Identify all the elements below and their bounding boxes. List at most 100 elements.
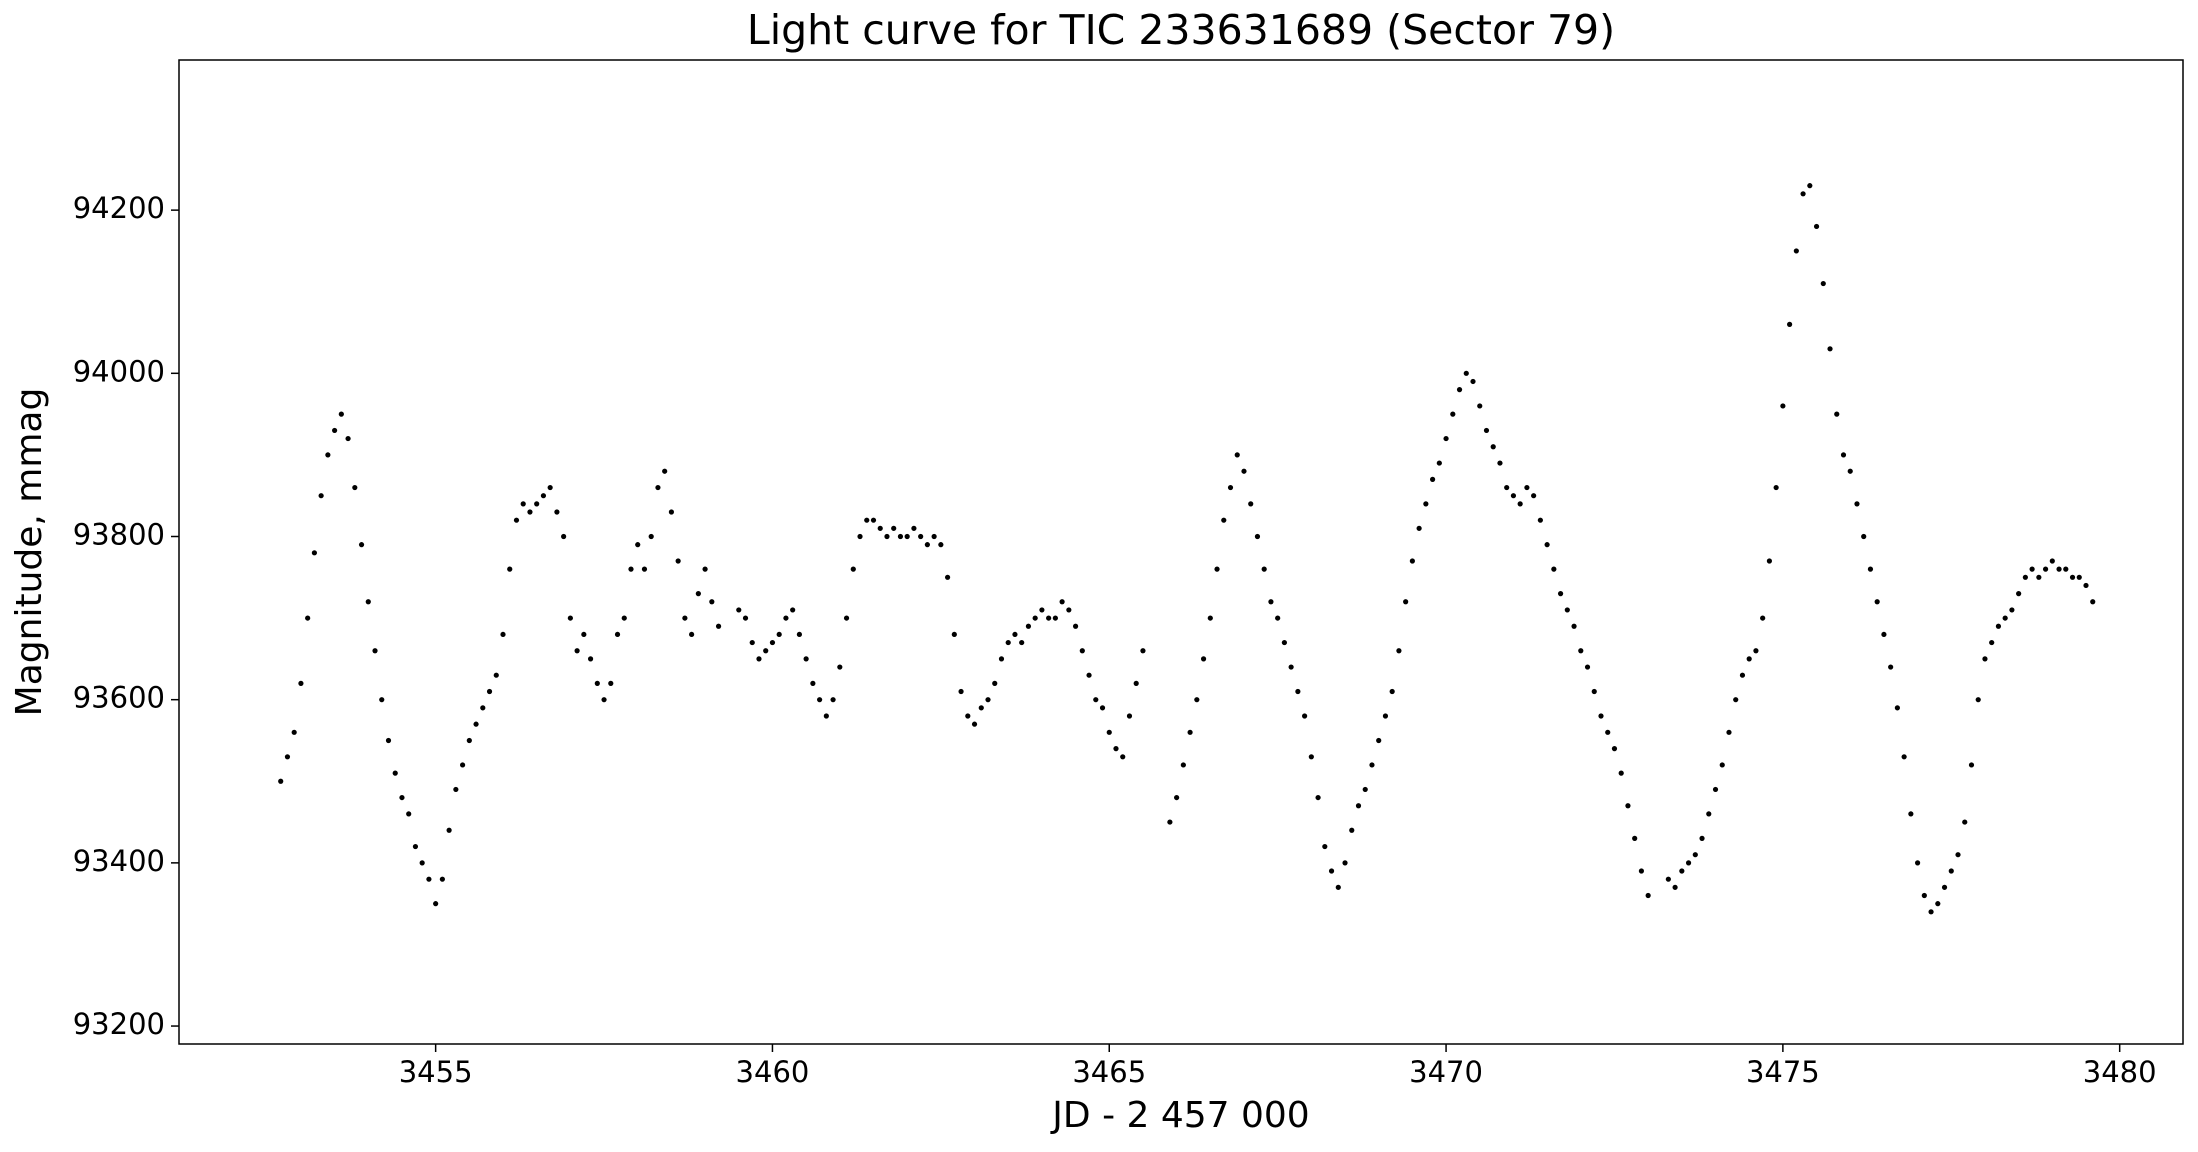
y-axis-label: Magnitude, mmag bbox=[9, 388, 50, 717]
data-point bbox=[453, 786, 459, 793]
data-point bbox=[2029, 566, 2035, 572]
data-point bbox=[426, 876, 432, 882]
data-point bbox=[830, 697, 836, 703]
data-point bbox=[332, 427, 338, 434]
data-point bbox=[911, 525, 917, 531]
data-point bbox=[971, 721, 978, 727]
data-point bbox=[1766, 558, 1773, 564]
data-point bbox=[1591, 688, 1597, 695]
data-point bbox=[1315, 794, 1321, 801]
data-point bbox=[587, 656, 594, 662]
data-point bbox=[1342, 860, 1348, 866]
data-point bbox=[1423, 501, 1429, 507]
data-point bbox=[1302, 713, 1308, 719]
data-point bbox=[1517, 501, 1523, 507]
data-point bbox=[796, 631, 802, 638]
data-point bbox=[985, 697, 991, 703]
data-point bbox=[931, 533, 937, 540]
data-point bbox=[1180, 762, 1186, 768]
data-point bbox=[412, 843, 419, 850]
data-point bbox=[1207, 615, 1213, 621]
data-point bbox=[1126, 713, 1133, 719]
data-point bbox=[358, 542, 365, 548]
data-point bbox=[1389, 688, 1395, 695]
data-point bbox=[1106, 729, 1112, 735]
data-point bbox=[769, 639, 776, 646]
data-point bbox=[756, 656, 762, 662]
data-point bbox=[628, 566, 634, 572]
data-point bbox=[1975, 697, 1981, 703]
data-point bbox=[1194, 697, 1200, 703]
data-point bbox=[2022, 574, 2028, 580]
data-point bbox=[1470, 378, 1476, 385]
data-point bbox=[1187, 729, 1193, 735]
data-point bbox=[1941, 884, 1948, 890]
data-point bbox=[1739, 672, 1746, 678]
data-point bbox=[1403, 599, 1409, 605]
data-point bbox=[978, 705, 984, 711]
data-point bbox=[1685, 860, 1692, 866]
data-point bbox=[1867, 566, 1874, 572]
data-point bbox=[2049, 558, 2055, 564]
data-point bbox=[1605, 729, 1611, 735]
data-point bbox=[1874, 599, 1880, 605]
data-point bbox=[1753, 648, 1759, 654]
data-point bbox=[1861, 533, 1867, 540]
data-point bbox=[648, 533, 654, 540]
data-point bbox=[1638, 868, 1645, 874]
data-point bbox=[318, 493, 324, 499]
y-tick-label: 93800 bbox=[73, 517, 165, 551]
data-point bbox=[480, 705, 486, 711]
data-point bbox=[1012, 631, 1018, 638]
data-point bbox=[1787, 321, 1793, 327]
data-point bbox=[1773, 484, 1779, 491]
data-point bbox=[352, 484, 358, 491]
data-point bbox=[1167, 819, 1173, 825]
data-point bbox=[554, 509, 560, 515]
data-point bbox=[1025, 623, 1032, 629]
data-point bbox=[1099, 705, 1106, 711]
data-point bbox=[992, 680, 998, 686]
data-point bbox=[635, 542, 641, 548]
data-point bbox=[944, 574, 951, 580]
data-point bbox=[1645, 892, 1651, 899]
data-point bbox=[1665, 876, 1671, 882]
data-point bbox=[621, 615, 627, 621]
data-point bbox=[1328, 868, 1335, 874]
data-point bbox=[668, 509, 675, 515]
data-point bbox=[1281, 639, 1287, 646]
x-tick-label: 3455 bbox=[399, 1055, 473, 1089]
data-point bbox=[1032, 615, 1038, 621]
data-point bbox=[1679, 868, 1685, 874]
data-point bbox=[1712, 786, 1719, 793]
data-point bbox=[1807, 183, 1813, 189]
data-point bbox=[1780, 403, 1786, 409]
data-point bbox=[817, 697, 823, 703]
data-point bbox=[1571, 623, 1577, 629]
data-point bbox=[500, 631, 506, 638]
data-point bbox=[365, 599, 371, 605]
data-point bbox=[1793, 248, 1799, 254]
data-point bbox=[1510, 493, 1517, 499]
data-point bbox=[1531, 493, 1537, 499]
data-point bbox=[897, 533, 904, 540]
data-point bbox=[1699, 835, 1705, 841]
data-point bbox=[884, 533, 890, 540]
data-point bbox=[1733, 697, 1739, 703]
data-point bbox=[446, 827, 452, 833]
data-point bbox=[870, 517, 877, 523]
x-tick-label: 3470 bbox=[1409, 1055, 1483, 1089]
data-point bbox=[1214, 566, 1220, 572]
data-point bbox=[1618, 770, 1624, 776]
data-point bbox=[1955, 852, 1961, 858]
data-point bbox=[1066, 607, 1072, 613]
data-point bbox=[655, 484, 661, 491]
data-point bbox=[1463, 370, 1469, 376]
data-point bbox=[709, 599, 715, 605]
data-point bbox=[2063, 566, 2069, 572]
data-point bbox=[1295, 688, 1301, 695]
data-point bbox=[406, 811, 412, 817]
data-point bbox=[385, 737, 392, 744]
data-point bbox=[1881, 631, 1887, 638]
